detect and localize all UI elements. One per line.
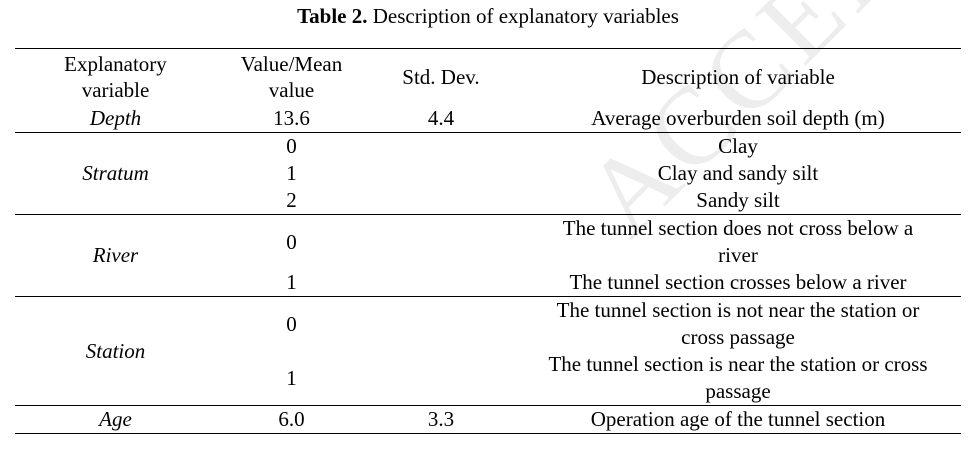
std-depth: 4.4 bbox=[367, 105, 515, 133]
table-row-age: Age 6.0 3.3 Operation age of the tunnel … bbox=[15, 405, 961, 434]
std-river-1 bbox=[367, 269, 515, 297]
value-age: 6.0 bbox=[216, 405, 367, 434]
std-station-0 bbox=[367, 297, 515, 352]
value-station-0: 0 bbox=[286, 311, 297, 336]
value-river-0: 0 bbox=[286, 229, 297, 254]
table-caption-label: Table 2. bbox=[297, 4, 368, 28]
desc-stratum-1: Clay and sandy silt bbox=[657, 161, 819, 185]
table-row-stratum-0: Stratum 0 Clay bbox=[15, 132, 961, 215]
table-caption-text: Description of explanatory variables bbox=[367, 4, 679, 28]
table-header-row: Explanatory variable Value/Mean value Std.… bbox=[15, 48, 961, 105]
table-row-river-1: 1 The tunnel section crosses below a riv… bbox=[15, 269, 961, 297]
std-river-0 bbox=[367, 215, 515, 270]
value-stratum-1: 1 bbox=[286, 161, 297, 185]
std-stratum-0 bbox=[367, 133, 515, 161]
table-row-station-1: 1 The tunnel section is near the station… bbox=[15, 351, 961, 406]
desc-stratum-0: Clay bbox=[718, 134, 758, 158]
table-row-station-0: Station 0 The tunnel section is not near… bbox=[15, 296, 961, 406]
value-stratum-0: 0 bbox=[286, 134, 297, 158]
desc-river-1: The tunnel section crosses below a river bbox=[515, 269, 961, 297]
variable-station: Station bbox=[15, 296, 216, 406]
table-row-stratum-2: 2 Sandy silt bbox=[15, 187, 961, 215]
value-depth: 13.6 bbox=[216, 105, 367, 133]
table-row-river-0: River 0 The tunnel section does not cros… bbox=[15, 214, 961, 297]
variable-stratum: Stratum bbox=[15, 132, 216, 215]
desc-stratum-2: Sandy silt bbox=[515, 187, 961, 215]
table-row-depth: Depth 13.6 4.4 Average overburden soil d… bbox=[15, 105, 961, 133]
value-stratum-2: 2 bbox=[216, 187, 367, 215]
explanatory-variables-table: Explanatory variable Value/Mean value Std.… bbox=[15, 48, 961, 434]
desc-river-0: The tunnel section does not cross below … bbox=[562, 216, 914, 267]
header-description: Description of variable bbox=[515, 48, 961, 105]
std-stratum-2 bbox=[367, 187, 515, 215]
value-river-1: 1 bbox=[216, 269, 367, 297]
table-row-stratum-1: 1 Clay and sandy silt bbox=[15, 160, 961, 187]
header-value-mean: Value/Mean value bbox=[216, 48, 367, 105]
variable-depth: Depth bbox=[15, 105, 216, 133]
header-std-dev: Std. Dev. bbox=[367, 48, 515, 105]
desc-station-1: The tunnel section is near the station o… bbox=[515, 351, 961, 406]
value-station-1: 1 bbox=[216, 351, 367, 406]
desc-depth: Average overburden soil depth (m) bbox=[515, 105, 961, 133]
variable-river: River bbox=[15, 214, 216, 297]
variable-age: Age bbox=[15, 405, 216, 434]
std-stratum-1 bbox=[367, 160, 515, 187]
desc-station-0: The tunnel section is not near the stati… bbox=[556, 298, 920, 349]
desc-age: Operation age of the tunnel section bbox=[515, 405, 961, 434]
table-caption: Table 2. Description of explanatory vari… bbox=[0, 3, 976, 29]
std-station-1 bbox=[367, 351, 515, 406]
std-age: 3.3 bbox=[367, 405, 515, 434]
header-explanatory-variable: Explanatory variable bbox=[15, 48, 216, 105]
